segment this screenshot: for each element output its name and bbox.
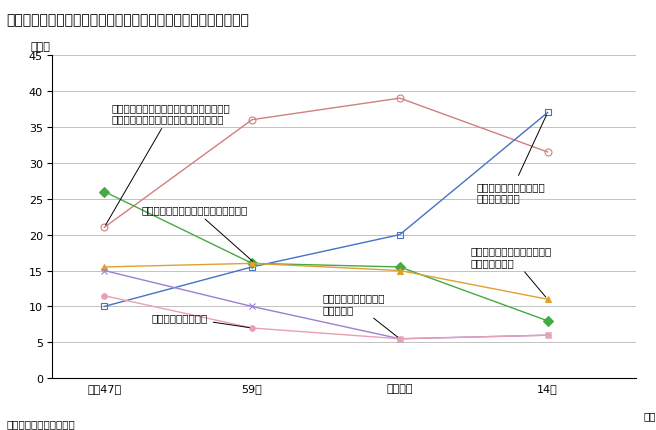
Text: 子どもができたら職業をやめ、大きくなっ
たら再び職業をもつほうがよい＊備考２: 子どもができたら職業をやめ、大きくなっ たら再び職業をもつほうがよい＊備考２ [106, 102, 230, 225]
Text: （備考）第７図と同じ。: （備考）第７図と同じ。 [7, 418, 75, 428]
Text: 結婚するまでは職業をもつほうがよい: 結婚するまでは職業をもつほうがよい [141, 205, 253, 262]
Text: 子どもができるまでは職業を
もつほうがよい: 子どもができるまでは職業を もつほうがよい [471, 246, 552, 298]
Text: 子どもができてもずっと
職業をつづける: 子どもができてもずっと 職業をつづける [477, 116, 546, 203]
Text: （％）: （％） [30, 42, 50, 52]
Text: 第８図　一般的に女性が職業をもつことに対する男性の意識変化: 第８図 一般的に女性が職業をもつことに対する男性の意識変化 [7, 13, 249, 27]
Text: （調査年）: （調査年） [644, 411, 656, 421]
Text: わからない＊備考３: わからない＊備考３ [152, 313, 249, 328]
Text: 女性は職業をもたない
ほうがよい: 女性は職業をもたない ほうがよい [323, 292, 398, 337]
